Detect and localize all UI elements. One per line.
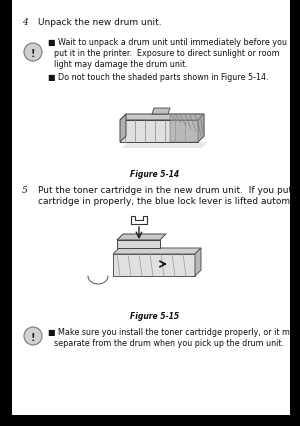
Bar <box>290 0 300 426</box>
Bar <box>0 0 12 426</box>
Polygon shape <box>120 114 204 120</box>
Polygon shape <box>198 114 204 142</box>
Text: put it in the printer.  Exposure to direct sunlight or room: put it in the printer. Exposure to direc… <box>54 49 280 58</box>
Text: light may damage the drum unit.: light may damage the drum unit. <box>54 60 188 69</box>
Polygon shape <box>120 114 126 142</box>
Text: 5: 5 <box>22 186 28 195</box>
Text: !: ! <box>31 49 35 59</box>
Text: Figure 5-15: Figure 5-15 <box>130 312 180 321</box>
Polygon shape <box>152 108 170 114</box>
Polygon shape <box>117 240 160 248</box>
Text: !: ! <box>31 333 35 343</box>
Polygon shape <box>117 234 166 240</box>
Text: Put the toner cartridge in the new drum unit.  If you put the: Put the toner cartridge in the new drum … <box>38 186 300 195</box>
Text: separate from the drum when you pick up the drum unit.: separate from the drum when you pick up … <box>54 339 284 348</box>
Polygon shape <box>170 114 204 142</box>
Bar <box>0 415 300 426</box>
Polygon shape <box>122 142 208 148</box>
Text: cartridge in properly, the blue lock lever is lifted automatically.: cartridge in properly, the blue lock lev… <box>38 197 300 206</box>
Polygon shape <box>113 254 195 276</box>
Text: ■ Wait to unpack a drum unit until immediately before you: ■ Wait to unpack a drum unit until immed… <box>48 38 287 47</box>
Circle shape <box>24 327 42 345</box>
Polygon shape <box>195 248 201 276</box>
Polygon shape <box>113 248 201 254</box>
Text: ■ Make sure you install the toner cartridge properly, or it may: ■ Make sure you install the toner cartri… <box>48 328 300 337</box>
Text: 4: 4 <box>22 18 28 27</box>
Text: 9: 9 <box>280 414 285 420</box>
Polygon shape <box>120 120 198 142</box>
Text: Figure 5-14: Figure 5-14 <box>130 170 180 179</box>
Circle shape <box>24 43 42 61</box>
Text: Unpack the new drum unit.: Unpack the new drum unit. <box>38 18 162 27</box>
Text: ■ Do not touch the shaded parts shown in Figure 5-14.: ■ Do not touch the shaded parts shown in… <box>48 73 268 82</box>
